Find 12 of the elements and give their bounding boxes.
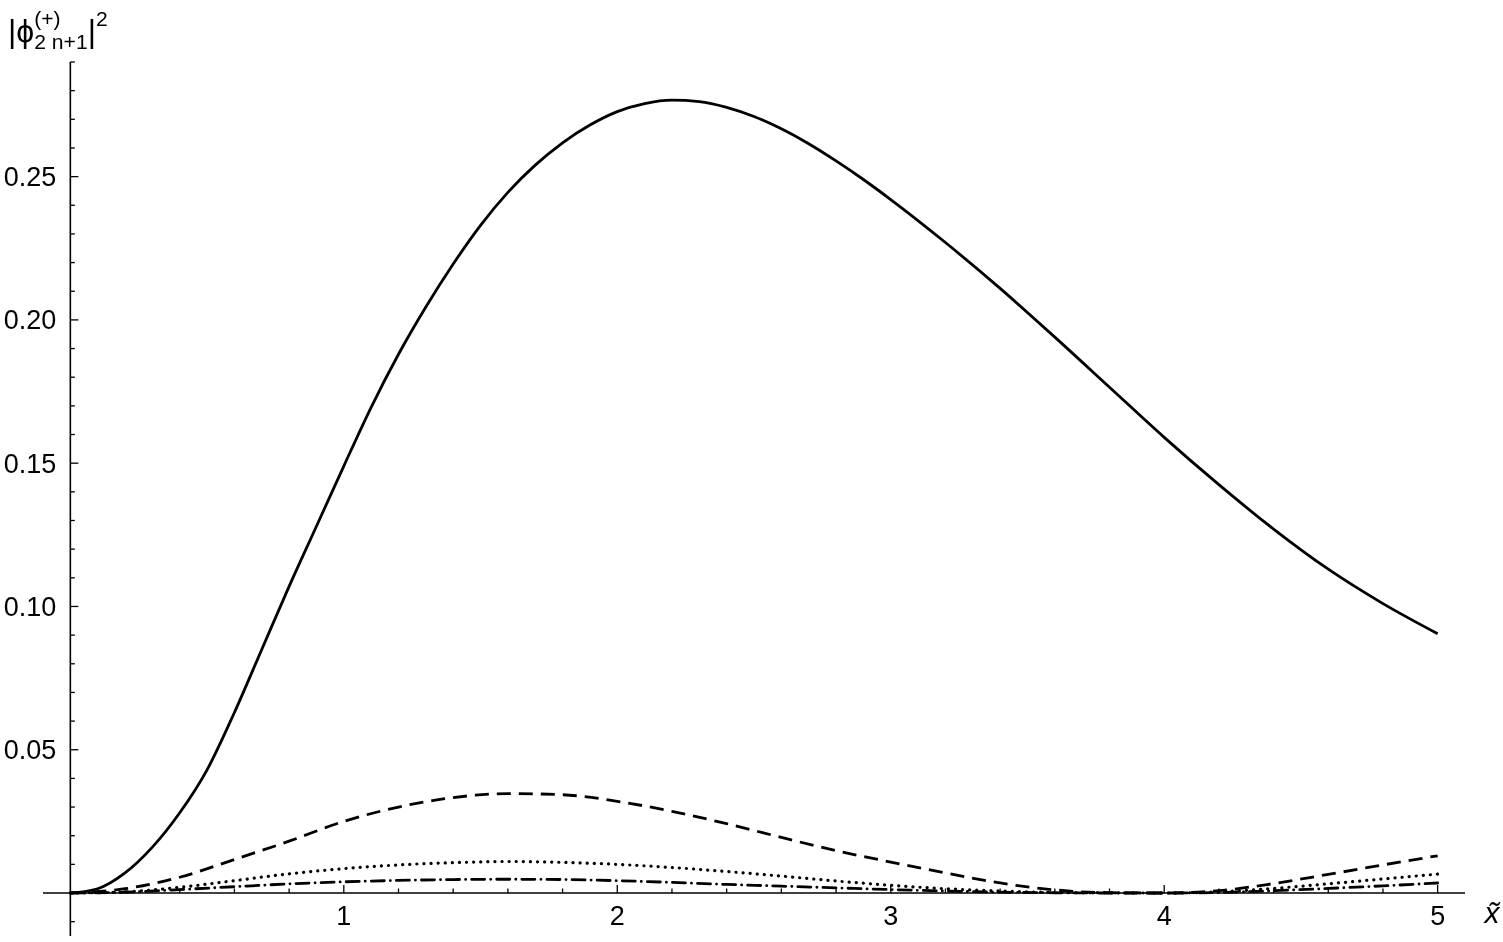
y-tick-label: 0.05 <box>3 735 57 766</box>
x-tick-label: 2 <box>609 901 625 932</box>
x-tick-label: 5 <box>1430 901 1446 932</box>
y-tick-label: 0.15 <box>3 448 57 479</box>
y-tick-label: 0.25 <box>3 162 57 193</box>
x-axis-title: x̃ <box>1482 896 1501 930</box>
x-tick-label: 3 <box>883 901 899 932</box>
y-tick-label: 0.20 <box>3 305 57 336</box>
x-tick-label: 4 <box>1156 901 1172 932</box>
y-tick-label: 0.10 <box>3 591 57 622</box>
x-tick-label: 1 <box>336 901 352 932</box>
y-axis-title: |ϕ$^{(+)}$$_{2 n+1}$|$^{2}$ <box>8 7 108 54</box>
